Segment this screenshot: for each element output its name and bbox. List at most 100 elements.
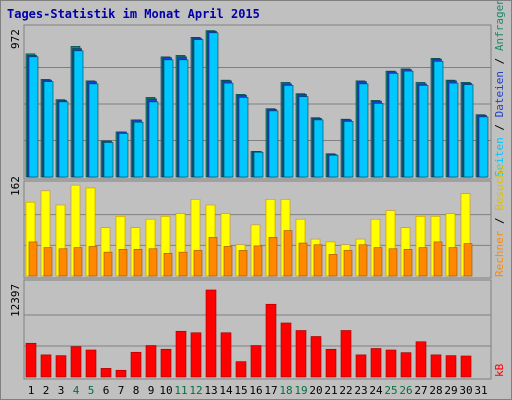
bar-kb-day-11: [175, 330, 187, 378]
bar-kb-day-24: [370, 348, 382, 378]
x-label-day-18: 18: [279, 384, 292, 397]
bar-kb-day-23: [355, 354, 367, 378]
bar-kb-day-25: [385, 349, 397, 378]
bar-seiten-day-2: [43, 81, 54, 178]
bar-rechner-day-15: [238, 250, 248, 277]
x-label-day-29: 29: [444, 384, 457, 397]
bar-rechner-day-1: [28, 241, 38, 277]
bar-rechner-day-24: [373, 247, 383, 277]
bar-kb-day-27: [415, 341, 427, 378]
bar-kb-day-28: [430, 354, 442, 378]
x-label-day-12: 12: [189, 384, 202, 397]
x-label-day-11: 11: [174, 384, 187, 397]
bar-seiten-day-14: [223, 82, 234, 178]
bar-kb-day-12: [190, 332, 202, 378]
bar-seiten-day-28: [433, 61, 444, 178]
x-label-day-21: 21: [324, 384, 337, 397]
bar-seiten-day-12: [193, 39, 204, 178]
bar-seiten-day-8: [133, 121, 144, 178]
bar-seiten-day-7: [118, 133, 129, 178]
bar-seiten-day-20: [313, 119, 324, 178]
bar-rechner-day-4: [73, 247, 83, 277]
bar-kb-day-22: [340, 330, 352, 378]
bar-seiten-day-4: [73, 50, 84, 178]
bar-rechner-day-26: [403, 249, 413, 277]
bar-seiten-day-21: [328, 154, 339, 178]
x-label-day-3: 3: [58, 384, 65, 397]
x-label-day-30: 30: [459, 384, 472, 397]
right-legend-top: Seiten / Dateien / Anfragen: [493, 1, 506, 177]
bar-kb-day-19: [295, 330, 307, 378]
bar-seiten-day-10: [163, 59, 174, 178]
bar-rechner-day-18: [283, 230, 293, 277]
x-label-day-10: 10: [159, 384, 172, 397]
bar-rechner-day-22: [343, 250, 353, 277]
bar-kb-day-21: [325, 348, 337, 378]
bar-rechner-day-5: [88, 246, 98, 277]
svg-text:Rechner / Besuche: Rechner / Besuche: [493, 164, 506, 277]
bar-seiten-day-9: [148, 101, 159, 178]
bar-rechner-day-27: [418, 247, 428, 277]
x-label-day-1: 1: [28, 384, 35, 397]
x-label-day-22: 22: [339, 384, 352, 397]
bar-rechner-day-12: [193, 250, 203, 277]
bar-kb-day-4: [70, 346, 82, 378]
bar-seiten-day-26: [403, 70, 414, 178]
bar-rechner-day-21: [328, 254, 338, 277]
legend-dateien: Dateien: [493, 71, 506, 117]
bar-rechner-day-28: [433, 241, 443, 277]
bar-rechner-day-10: [163, 252, 173, 277]
bar-rechner-day-25: [388, 248, 398, 277]
right-legend-bottom: kB: [493, 363, 506, 377]
bars: [25, 30, 489, 378]
bar-kb-day-14: [220, 332, 232, 378]
bar-seiten-day-11: [178, 59, 189, 178]
bar-kb-day-9: [145, 345, 157, 378]
legend-anfragen: Anfragen: [493, 1, 506, 51]
bar-seiten-day-27: [418, 85, 429, 178]
bar-kb-day-13: [205, 289, 217, 378]
x-label-day-17: 17: [264, 384, 277, 397]
x-label-day-16: 16: [249, 384, 262, 397]
bar-seiten-day-30: [463, 84, 474, 178]
ymax-label-middle: 162: [9, 176, 22, 196]
chart-title: Tages-Statistik im Monat April 2015: [7, 7, 260, 21]
bar-kb-day-1: [25, 342, 37, 378]
x-label-day-13: 13: [204, 384, 217, 397]
bar-rechner-day-14: [223, 246, 233, 277]
bar-seiten-day-23: [358, 83, 369, 178]
right-legend-middle: Rechner / Besuche: [493, 164, 506, 277]
bar-kb-day-10: [160, 348, 172, 378]
bar-kb-day-30: [460, 355, 472, 378]
bar-kb-day-26: [400, 352, 412, 378]
bar-seiten-day-6: [103, 142, 114, 178]
bar-rechner-day-2: [43, 247, 53, 277]
bar-kb-day-8: [130, 351, 142, 378]
ymax-label-bottom: 12397: [9, 284, 22, 317]
bar-rechner-day-3: [58, 248, 68, 277]
bar-rechner-day-13: [208, 237, 218, 277]
x-label-day-27: 27: [414, 384, 427, 397]
labels: 972 162 12397 Seiten / Dateien / Anfrage…: [9, 1, 506, 377]
bar-rechner-day-23: [358, 244, 368, 277]
bar-seiten-day-19: [298, 96, 309, 178]
x-label-day-9: 9: [148, 384, 155, 397]
legend-seiten: Seiten: [493, 137, 506, 177]
bar-kb-day-5: [85, 349, 97, 378]
bar-kb-day-2: [40, 354, 52, 378]
x-label-day-7: 7: [118, 384, 125, 397]
bar-rechner-day-7: [118, 249, 128, 277]
x-label-day-19: 19: [294, 384, 307, 397]
x-label-day-15: 15: [234, 384, 247, 397]
x-label-day-14: 14: [219, 384, 233, 397]
bar-seiten-day-31: [478, 116, 489, 178]
x-label-day-5: 5: [88, 384, 95, 397]
bar-kb-day-16: [250, 345, 262, 378]
bar-rechner-day-19: [298, 242, 308, 277]
bar-seiten-day-3: [58, 101, 69, 178]
x-label-day-23: 23: [354, 384, 367, 397]
bar-kb-day-20: [310, 336, 322, 378]
bar-rechner-day-20: [313, 244, 323, 277]
